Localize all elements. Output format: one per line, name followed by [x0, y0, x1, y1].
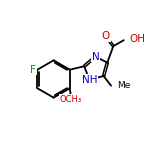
Text: NH: NH: [82, 75, 97, 85]
Text: F: F: [30, 65, 36, 75]
Text: Me: Me: [117, 81, 130, 90]
Text: O: O: [102, 31, 110, 41]
Text: N: N: [92, 52, 99, 62]
Text: OCH₃: OCH₃: [60, 95, 82, 104]
Text: OH: OH: [129, 35, 145, 44]
